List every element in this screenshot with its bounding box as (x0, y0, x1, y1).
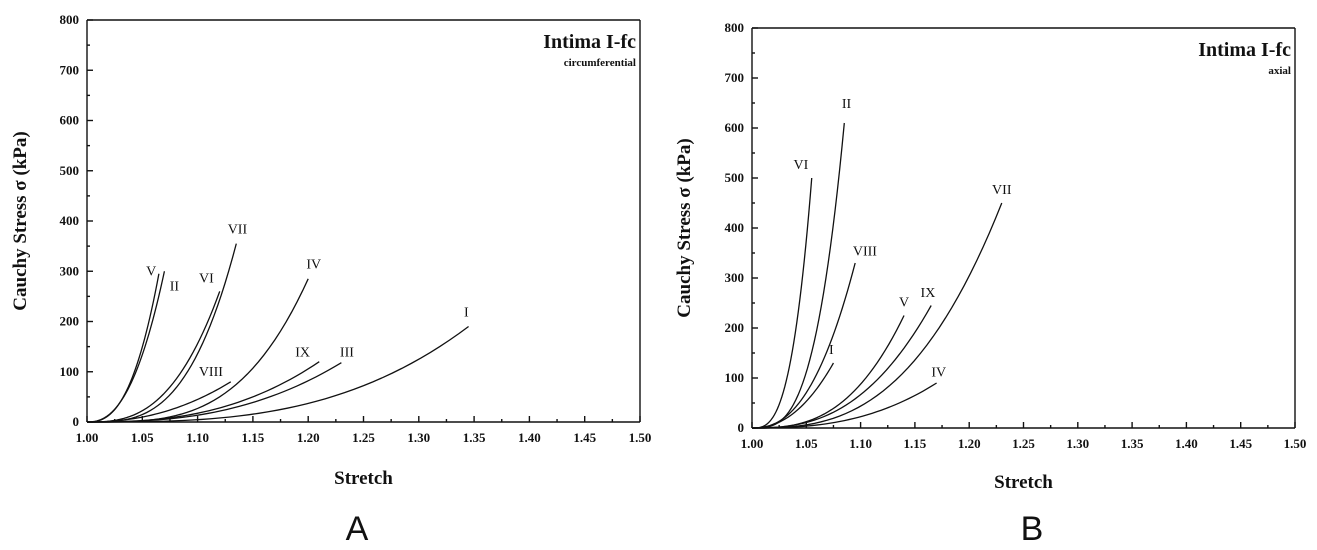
y-tick-label: 800 (725, 20, 745, 35)
x-tick-label: 1.20 (297, 430, 320, 445)
x-tick-label: 1.05 (795, 436, 818, 451)
plot-subtitle: axial (1268, 65, 1291, 77)
series-label-vii: VII (228, 223, 248, 238)
series-label-v: V (146, 264, 156, 279)
x-tick-label: 1.50 (629, 430, 652, 445)
plot-title: Intima I-fc (1198, 39, 1291, 61)
y-tick-label: 300 (725, 270, 745, 285)
series-line-i (751, 362, 835, 429)
y-tick-label: 300 (60, 263, 80, 278)
y-axis-title: Cauchy Stress σ (kPa) (674, 138, 695, 317)
chart-panel-a: 0 100 200 300 400 500 600 700 800 1.00 1.05 1.10 1.1… (10, 12, 651, 548)
x-tick-label: 1.40 (518, 430, 541, 445)
series-line-i (87, 325, 469, 423)
series-line-ix (751, 305, 932, 429)
x-tick-label: 1.10 (186, 430, 209, 445)
y-tick-label: 600 (725, 120, 745, 135)
x-tick-label: 1.05 (131, 430, 154, 445)
x-tick-label: 1.45 (1229, 436, 1252, 451)
x-axis-title: Stretch (334, 468, 393, 489)
series-line-vii (751, 202, 1003, 429)
y-tick-label: 600 (60, 113, 80, 128)
x-tick-label: 1.10 (849, 436, 872, 451)
series-label-i: I (464, 305, 469, 320)
series-label-vii: VII (992, 183, 1012, 198)
y-tick-label: 500 (725, 170, 745, 185)
y-tick-label: 0 (73, 414, 80, 429)
series-label-iv: IV (931, 366, 946, 381)
x-tick-label: 1.00 (741, 436, 764, 451)
chart-panel-b: 0 100 200 300 400 500 600 700 800 1.00 1.05 1.10 1.1… (674, 20, 1306, 548)
panel-letter: A (346, 510, 369, 548)
series-line-ii (86, 271, 166, 423)
panel-letter: B (1021, 510, 1044, 548)
series-line-vi (752, 177, 813, 429)
x-tick-label: 1.35 (1121, 436, 1144, 451)
series-label-i: I (829, 343, 834, 358)
x-tick-label: 1.25 (352, 430, 375, 445)
series-line-vi (87, 291, 221, 423)
y-tick-label: 800 (60, 12, 80, 27)
y-tick-label: 0 (738, 420, 745, 435)
x-tick-label: 1.20 (958, 436, 981, 451)
series-label-iii: III (340, 346, 354, 361)
plot-subtitle: circumferential (564, 57, 636, 69)
x-tick-label: 1.40 (1175, 436, 1198, 451)
y-tick-label: 100 (725, 370, 745, 385)
y-tick-label: 700 (725, 70, 745, 85)
series-line-v (86, 273, 160, 423)
x-tick-label: 1.35 (463, 430, 486, 445)
x-tick-label: 1.30 (407, 430, 430, 445)
x-tick-label: 1.00 (76, 430, 99, 445)
x-tick-label: 1.25 (1012, 436, 1035, 451)
y-tick-label: 700 (60, 62, 80, 77)
y-tick-label: 200 (725, 320, 745, 335)
plot-title: Intima I-fc (543, 31, 636, 53)
x-tick-label: 1.50 (1284, 436, 1307, 451)
y-tick-label: 100 (60, 364, 80, 379)
series-label-vi: VI (793, 158, 808, 173)
series-label-ix: IX (295, 346, 310, 361)
y-tick-label: 400 (725, 220, 745, 235)
series-label-viii: VIII (199, 365, 223, 380)
x-tick-label: 1.15 (242, 430, 265, 445)
series-line-iv (752, 382, 937, 429)
series-label-vi: VI (199, 271, 214, 286)
x-tick-label: 1.45 (573, 430, 596, 445)
x-axis-title: Stretch (994, 472, 1053, 493)
series-label-ii: II (170, 279, 180, 294)
series-line-iv (87, 278, 309, 423)
series-label-iv: IV (306, 258, 321, 273)
series-label-viii: VIII (853, 245, 877, 260)
series-label-ii: II (842, 97, 852, 112)
x-tick-label: 1.15 (904, 436, 927, 451)
series-label-ix: IX (921, 286, 936, 301)
y-tick-label: 400 (60, 213, 80, 228)
y-tick-label: 200 (60, 314, 80, 329)
y-axis-title: Cauchy Stress σ (kPa) (10, 131, 31, 310)
y-tick-label: 500 (60, 163, 80, 178)
series-label-v: V (899, 296, 909, 311)
x-tick-label: 1.30 (1066, 436, 1089, 451)
